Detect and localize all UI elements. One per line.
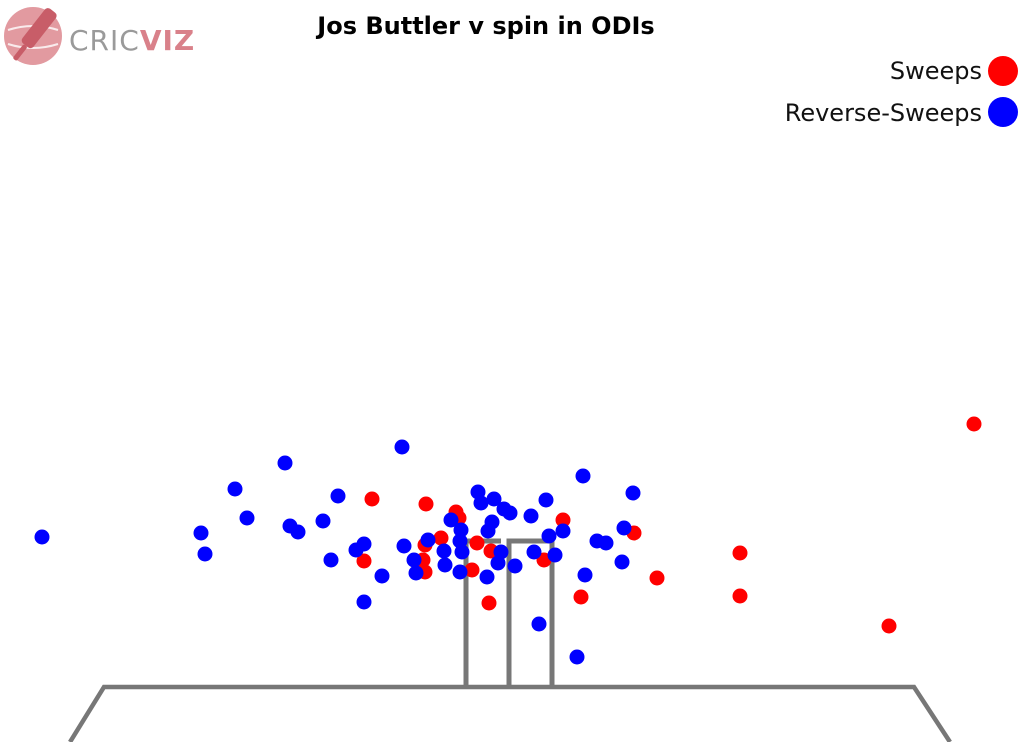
reverse-sweeps-point-4: [330, 488, 346, 504]
reverse-sweeps-point-1: [277, 455, 293, 471]
sweeps-point-17: [732, 588, 748, 604]
reverse-sweeps-point-52: [569, 649, 585, 665]
legend-marker-sweeps: [988, 56, 1018, 86]
reverse-sweeps-point-16: [523, 508, 539, 524]
reverse-sweeps-point-3: [227, 481, 243, 497]
sweeps-point-18: [573, 589, 589, 605]
logo-text-viz: VIZ: [140, 24, 195, 57]
reverse-sweeps-point-45: [374, 568, 390, 584]
reverse-sweeps-point-40: [490, 555, 506, 571]
reverse-sweeps-point-6: [473, 495, 489, 511]
legend-marker-reverse-sweeps: [988, 97, 1018, 127]
cricviz-logo: CRICVIZ: [4, 7, 195, 65]
sweeps-point-0: [364, 491, 380, 507]
stump-middle: [506, 538, 517, 687]
sweeps-point-19: [481, 595, 497, 611]
reverse-sweeps-point-25: [197, 546, 213, 562]
legend-label-reverse-sweeps: Reverse-Sweeps: [785, 99, 982, 127]
chart-title: Jos Buttler v spin in ODIs: [315, 12, 654, 40]
sweeps-point-20: [881, 618, 897, 634]
legend-item-sweeps: Sweeps: [890, 56, 1018, 86]
logo-text-cric: CRIC: [69, 24, 140, 57]
reverse-sweeps-point-39: [547, 547, 563, 563]
crease-line: [68, 684, 952, 742]
sweeps-point-21: [966, 416, 982, 432]
reverse-sweeps-point-29: [420, 532, 436, 548]
reverse-sweeps-point-44: [614, 554, 630, 570]
pitch-outline: [68, 684, 952, 742]
sweeps-point-16: [649, 570, 665, 586]
reverse-sweeps-point-23: [616, 520, 632, 536]
reverse-sweeps-point-42: [437, 557, 453, 573]
reverse-sweeps-point-38: [526, 544, 542, 560]
sweeps-point-4: [555, 512, 571, 528]
legend: Sweeps Reverse-Sweeps: [785, 56, 1018, 127]
logo-text: CRICVIZ: [69, 24, 195, 57]
reverse-sweeps-point-48: [479, 569, 495, 585]
reverse-sweeps-point-36: [454, 544, 470, 560]
reverse-sweeps-point-35: [436, 543, 452, 559]
reverse-sweeps-point-11: [625, 485, 641, 501]
reverse-sweeps-point-51: [531, 616, 547, 632]
data-points: [34, 416, 982, 665]
legend-item-reverse-sweeps: Reverse-Sweeps: [785, 97, 1018, 127]
reverse-sweeps-point-28: [396, 538, 412, 554]
reverse-sweeps-point-31: [541, 528, 557, 544]
reverse-sweeps-point-50: [356, 594, 372, 610]
sweeps-point-8: [469, 535, 485, 551]
reverse-sweeps-point-27: [356, 536, 372, 552]
reverse-sweeps-point-33: [598, 535, 614, 551]
sweeps-point-6: [433, 530, 449, 546]
reverse-sweeps-point-19: [290, 524, 306, 540]
reverse-sweeps-point-13: [315, 513, 331, 529]
sweeps-point-14: [464, 562, 480, 578]
reverse-sweeps-point-22: [555, 523, 571, 539]
reverse-sweeps-point-2: [575, 468, 591, 484]
reverse-sweeps-point-46: [408, 565, 424, 581]
sweeps-point-11: [356, 553, 372, 569]
reverse-sweeps-point-41: [406, 552, 422, 568]
reverse-sweeps-point-10: [538, 492, 554, 508]
legend-label-sweeps: Sweeps: [890, 57, 982, 85]
reverse-sweeps-point-0: [394, 439, 410, 455]
reverse-sweeps-point-9: [502, 505, 518, 521]
reverse-sweeps-point-49: [577, 567, 593, 583]
reverse-sweeps-point-12: [239, 510, 255, 526]
reverse-sweeps-point-14: [443, 512, 459, 528]
reverse-sweeps-point-21: [480, 523, 496, 539]
reverse-sweeps-point-47: [452, 564, 468, 580]
sweeps-point-15: [732, 545, 748, 561]
reverse-sweeps-point-7: [486, 491, 502, 507]
reverse-sweeps-point-34: [323, 552, 339, 568]
reverse-sweeps-point-24: [34, 529, 50, 545]
sweeps-point-1: [418, 496, 434, 512]
reverse-sweeps-point-17: [193, 525, 209, 541]
reverse-sweeps-point-20: [453, 522, 469, 538]
reverse-sweeps-point-43: [507, 558, 523, 574]
cricket-bat-ball-icon: [4, 7, 62, 65]
